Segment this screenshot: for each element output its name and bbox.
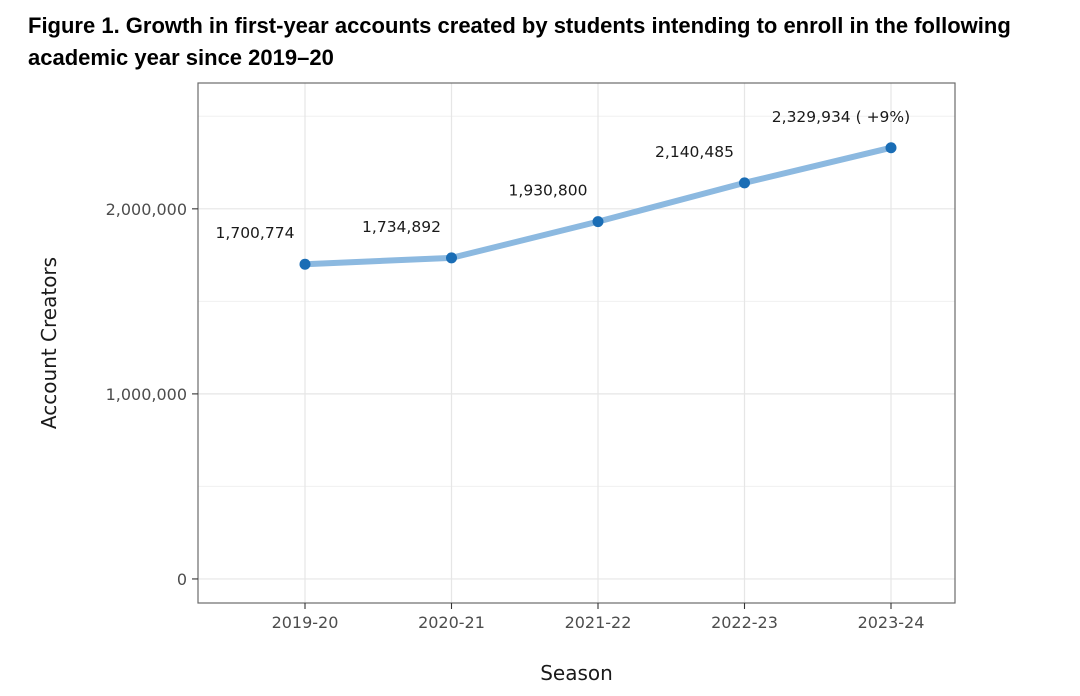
x-tick-label: 2023-24: [858, 613, 925, 632]
y-axis-title: Account Creators: [37, 257, 61, 429]
data-label: 2,140,485: [655, 143, 734, 161]
data-point: [299, 258, 311, 270]
x-axis-title: Season: [540, 661, 613, 685]
plot-panel-border: [197, 82, 956, 604]
grid-lines: [198, 83, 955, 603]
y-tick-label: 2,000,000: [106, 200, 187, 219]
data-label: 2,329,934 ( +9%): [772, 108, 910, 126]
data-labels: 1,700,774 1,734,892 1,930,800 2,140,485 2,32…: [216, 108, 911, 242]
x-tick-label: 2022-23: [711, 613, 778, 632]
data-point: [446, 252, 457, 264]
y-tick-label: 1,000,000: [106, 385, 187, 404]
data-point: [885, 142, 897, 154]
x-tick-label: 2021-22: [565, 613, 632, 632]
axis-ticks: 0 1,000,000 2,000,000 2019-20 2020-21 2021-22…: [106, 200, 925, 632]
data-label: 1,930,800: [509, 182, 588, 200]
data-series: [299, 142, 897, 270]
data-label: 1,734,892: [362, 218, 441, 236]
data-label: 1,700,774: [216, 224, 295, 242]
x-tick-label: 2020-21: [418, 613, 485, 632]
data-point: [739, 177, 750, 189]
data-point: [592, 216, 604, 228]
figure-title: Figure 1. Growth in first-year accounts …: [28, 13, 1011, 70]
y-tick-label: 0: [177, 570, 187, 589]
x-tick-label: 2019-20: [272, 613, 339, 632]
